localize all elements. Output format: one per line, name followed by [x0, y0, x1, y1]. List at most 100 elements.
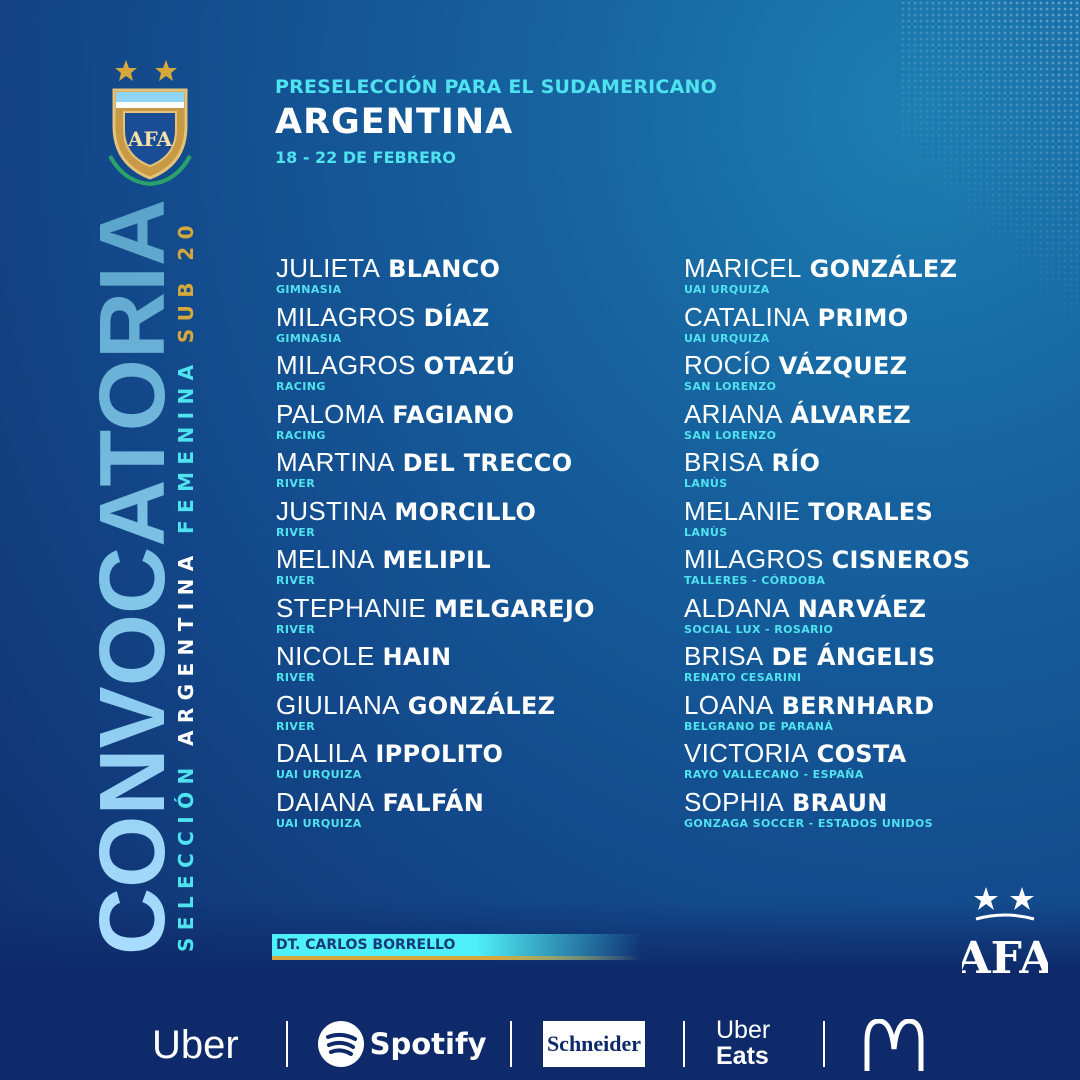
- player-entry: NICOLE HAIN RIVER: [276, 642, 595, 691]
- femenina-word: FEMENINA: [174, 357, 198, 535]
- coach-banner: DT. CARLOS BORRELLO: [272, 934, 642, 960]
- player-last-name: FALFÁN: [382, 788, 485, 817]
- player-last-name: DÍAZ: [423, 303, 490, 332]
- player-entry: MARTINA DEL TRECCO RIVER: [276, 448, 595, 497]
- player-club: SOCIAL LUX - ROSARIO: [684, 622, 834, 636]
- team-subtitle: SELECCIÓN ARGENTINA FEMENINA SUB 20: [174, 218, 198, 952]
- divider: [510, 1021, 512, 1067]
- player-name: MILAGROS DÍAZ: [276, 303, 595, 332]
- player-last-name: HAIN: [382, 643, 452, 671]
- player-last-name: PRIMO: [817, 303, 909, 332]
- category-label: SUB 20: [174, 218, 198, 344]
- background-dots: [900, 0, 1080, 320]
- divider: [823, 1021, 825, 1067]
- player-list-right: MARICEL GONZÁLEZ UAI URQUIZA CATALINA PRIM…: [684, 254, 970, 836]
- player-name: BRISA DE ÁNGELIS: [684, 642, 970, 671]
- spotify-wordmark: Spotify: [369, 1027, 487, 1061]
- player-first-name: MARICEL: [684, 253, 802, 283]
- player-name: MARICEL GONZÁLEZ: [684, 254, 970, 283]
- argentina-word: ARGENTINA: [174, 548, 198, 746]
- player-last-name: CISNEROS: [831, 546, 971, 574]
- player-last-name: MORCILLO: [394, 497, 537, 526]
- player-first-name: BRISA: [684, 447, 764, 477]
- player-name: JUSTINA MORCILLO: [276, 497, 595, 526]
- player-club: RACING: [276, 380, 326, 393]
- player-club: RIVER: [276, 622, 316, 636]
- spotify-logo: Spotify: [318, 1021, 486, 1067]
- player-name: ROCÍO VÁZQUEZ: [684, 351, 970, 380]
- coach-name: DT. CARLOS BORRELLO: [276, 937, 456, 953]
- player-first-name: DALILA: [276, 738, 368, 768]
- player-name: STEPHANIE MELGAREJO: [276, 594, 595, 623]
- player-entry: MARICEL GONZÁLEZ UAI URQUIZA: [684, 254, 970, 303]
- player-last-name: GONZÁLEZ: [809, 255, 958, 283]
- player-first-name: PALOMA: [276, 398, 385, 429]
- player-last-name: GONZÁLEZ: [407, 691, 556, 720]
- player-club: RENATO CESARINI: [684, 671, 802, 684]
- player-first-name: JUSTINA: [276, 495, 387, 526]
- player-first-name: MILAGROS: [276, 350, 416, 380]
- player-club: RACING: [276, 428, 326, 442]
- player-last-name: IPPOLITO: [375, 740, 504, 768]
- player-club: UAI URQUIZA: [276, 816, 362, 830]
- player-entry: BRISA RÍO LANÚS: [684, 448, 970, 497]
- player-last-name: BRAUN: [792, 788, 888, 817]
- player-entry: JULIETA BLANCO GIMNASIA: [276, 254, 595, 303]
- player-club: UAI URQUIZA: [276, 768, 362, 781]
- player-name: JULIETA BLANCO: [276, 254, 595, 283]
- player-entry: GIULIANA GONZÁLEZ RIVER: [276, 691, 595, 740]
- player-name: ALDANA NARVÁEZ: [684, 594, 970, 623]
- player-last-name: DEL TRECCO: [402, 449, 573, 477]
- player-first-name: MILAGROS: [684, 544, 824, 574]
- uber-eats-line1: Uber: [716, 1016, 771, 1044]
- player-first-name: MELINA: [276, 544, 375, 574]
- player-club: RIVER: [276, 574, 316, 587]
- seleccion-word: SELECCIÓN: [174, 760, 198, 952]
- player-entry: SOPHIA BRAUN GONZAGA SOCCER - ESTADOS UNI…: [684, 788, 970, 837]
- player-entry: MILAGROS CISNEROS TALLERES - CÓRDOBA: [684, 545, 970, 594]
- player-club: SAN LORENZO: [684, 380, 777, 393]
- player-name: BRISA RÍO: [684, 448, 970, 477]
- player-first-name: MILAGROS: [276, 301, 416, 332]
- convocatoria-title: CONVOCATORIA: [80, 198, 184, 955]
- uber-eats-logo: Uber Eats: [716, 1017, 770, 1069]
- header-dates: 18 - 22 DE FEBRERO: [275, 148, 456, 167]
- player-last-name: FAGIANO: [392, 400, 515, 429]
- uber-logo: Uber: [152, 1023, 239, 1067]
- player-name: LOANA BERNHARD: [684, 691, 970, 720]
- player-first-name: MARTINA: [276, 447, 395, 477]
- player-last-name: OTAZÚ: [423, 352, 516, 380]
- divider: [683, 1021, 685, 1067]
- player-last-name: ÁLVAREZ: [790, 400, 912, 429]
- player-first-name: NICOLE: [276, 641, 375, 671]
- player-name: MELANIE TORALES: [684, 497, 970, 526]
- player-last-name: BLANCO: [388, 255, 501, 283]
- player-name: DAIANA FALFÁN: [276, 788, 595, 817]
- player-entry: ARIANA ÁLVAREZ SAN LORENZO: [684, 400, 970, 449]
- player-entry: MELINA MELIPIL RIVER: [276, 545, 595, 594]
- player-first-name: LOANA: [684, 689, 774, 720]
- player-first-name: VICTORIA: [684, 738, 809, 768]
- player-entry: DALILA IPPOLITO UAI URQUIZA: [276, 739, 595, 788]
- player-first-name: STEPHANIE: [276, 592, 427, 623]
- player-first-name: ARIANA: [684, 398, 783, 429]
- player-last-name: TORALES: [808, 497, 934, 526]
- player-entry: ROCÍO VÁZQUEZ SAN LORENZO: [684, 351, 970, 400]
- player-entry: MELANIE TORALES LANÙS: [684, 497, 970, 546]
- player-club: GIMNASIA: [276, 331, 342, 345]
- player-entry: BRISA DE ÁNGELIS RENATO CESARINI: [684, 642, 970, 691]
- player-club: RIVER: [276, 671, 316, 684]
- player-entry: DAIANA FALFÁN UAI URQUIZA: [276, 788, 595, 837]
- player-club: GIMNASIA: [276, 283, 342, 296]
- player-last-name: COSTA: [816, 740, 907, 768]
- header-title: ARGENTINA: [275, 102, 514, 142]
- player-entry: PALOMA FAGIANO RACING: [276, 400, 595, 449]
- player-entry: JUSTINA MORCILLO RIVER: [276, 497, 595, 546]
- player-name: VICTORIA COSTA: [684, 739, 970, 768]
- player-club: RIVER: [276, 525, 316, 539]
- player-first-name: ROCÍO: [684, 350, 771, 380]
- afa-crest-logo: AFA: [108, 60, 192, 187]
- player-name: MILAGROS CISNEROS: [684, 545, 970, 574]
- svg-text:AFA: AFA: [962, 933, 1048, 984]
- player-name: CATALINA PRIMO: [684, 303, 970, 332]
